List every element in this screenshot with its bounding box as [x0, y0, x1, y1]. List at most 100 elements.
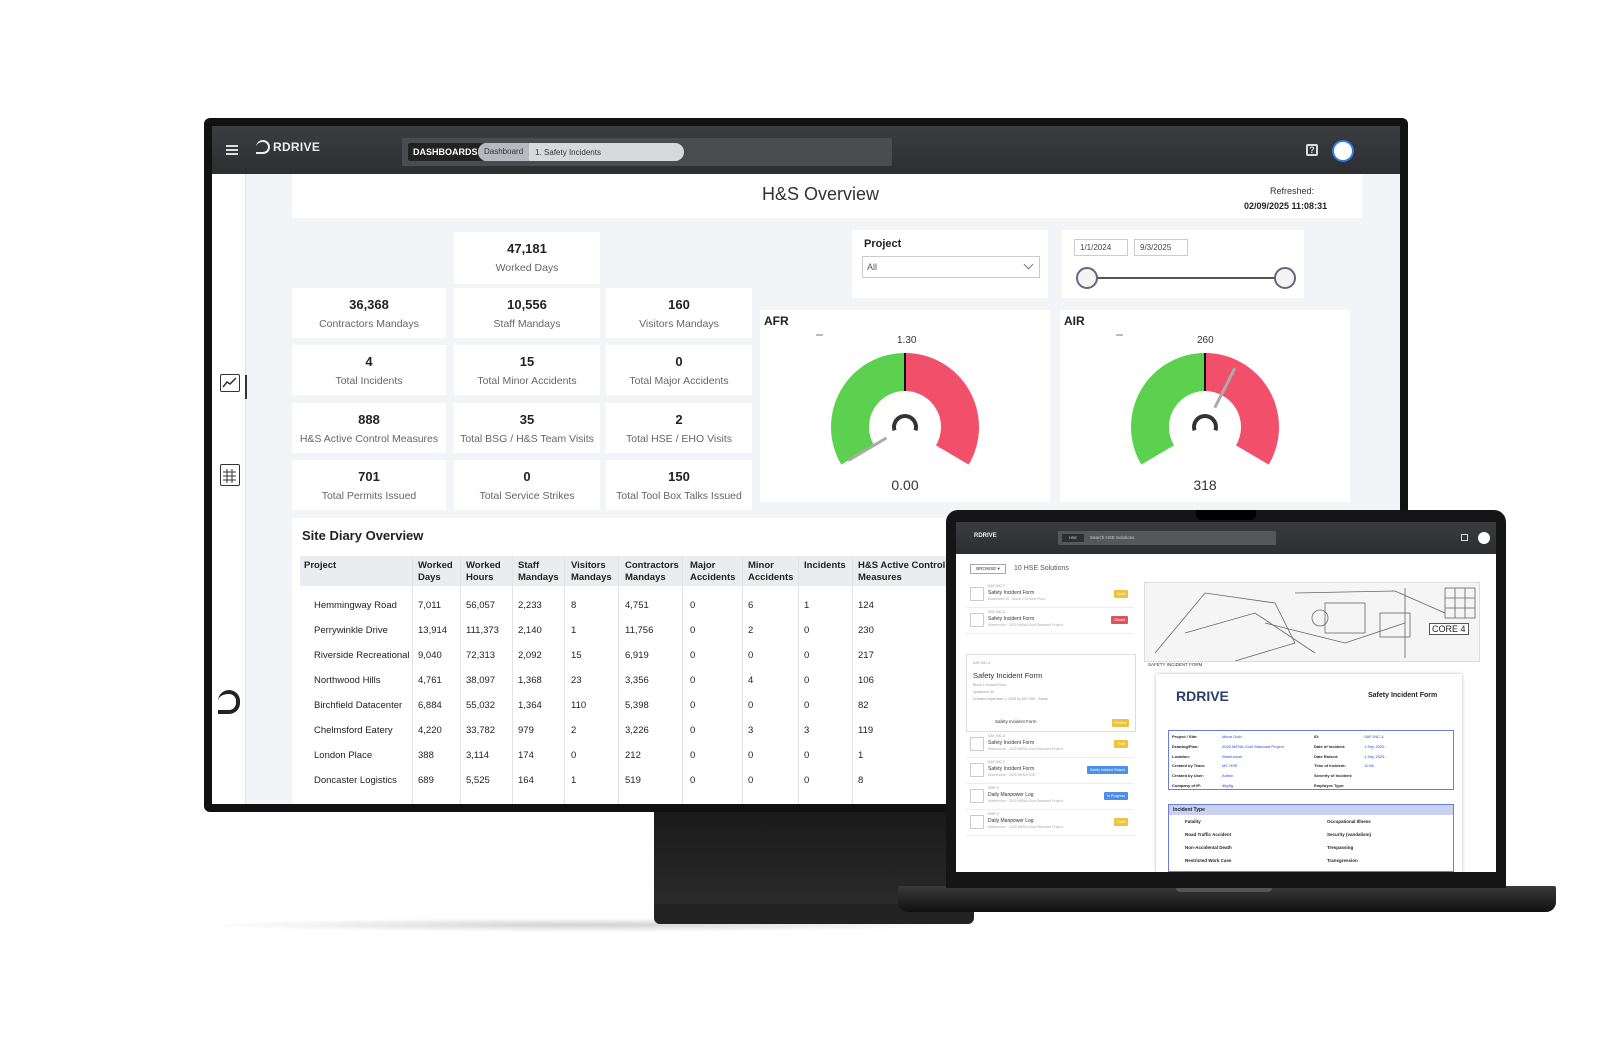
table-cell: 979: [518, 725, 534, 736]
incident-type-option[interactable]: Road Traffic Accident: [1185, 832, 1232, 837]
column-header[interactable]: Staff Mandays: [518, 560, 559, 583]
incident-type-option[interactable]: Security (vandalism): [1327, 832, 1372, 837]
table-row[interactable]: Chelmsford Eatery 4,220 33,782 979 2 3,226 0 3 3…: [300, 719, 970, 744]
breadcrumb-root[interactable]: Dashboard: [478, 143, 530, 161]
table-cell: 230: [858, 625, 874, 636]
column-header[interactable]: Minor Accidents: [748, 560, 794, 583]
table-cell: 164: [518, 775, 534, 786]
list-item[interactable]: SAF-INC-3 Safety Incident Form Warehouse ·…: [966, 732, 1134, 758]
menu-icon[interactable]: [226, 145, 238, 155]
table-cell: 8: [571, 600, 577, 611]
date-slider-end-handle[interactable]: [1274, 267, 1296, 289]
item-form-link[interactable]: Safety Incident Form: [995, 719, 1037, 724]
brand-logo[interactable]: RDRIVE: [256, 140, 320, 154]
table-cell: 4,220: [418, 725, 442, 736]
list-item[interactable]: SAF-INC-7 Safety Incident Form Apartment 5…: [966, 582, 1134, 608]
date-to-input[interactable]: 9/3/2025: [1134, 239, 1188, 256]
search-scope-tab[interactable]: HSE: [1062, 534, 1084, 542]
table-cell: Northwood Hills: [314, 675, 381, 686]
incident-type-option[interactable]: Non-Accidental Death: [1185, 845, 1232, 850]
selected-list-item[interactable]: SAF-INC-4 Safety Incident Form Block 2 G…: [966, 654, 1136, 732]
breadcrumb[interactable]: Dashboard 1. Safety Incidents: [478, 143, 684, 161]
form-details-table: Project / Site: Mena Gold Drawing/Plan: 202…: [1168, 730, 1454, 790]
date-slider-start-handle[interactable]: [1076, 267, 1098, 289]
kpi-card-toolbox-talks: 150 Total Tool Box Talks Issued: [606, 460, 752, 510]
list-item[interactable]: SAF-INC-2 Safety Incident Form Warehouse ·…: [966, 758, 1134, 784]
column-divider: [412, 556, 413, 804]
item-name: Daily Manpower Log: [988, 818, 1034, 824]
column-header[interactable]: Worked Hours: [466, 560, 501, 583]
date-from-input[interactable]: 1/1/2024: [1074, 239, 1128, 256]
kpi-label: Total Incidents: [335, 375, 403, 387]
solutions-count: 10 HSE Solutions: [1014, 565, 1069, 572]
search-input[interactable]: HSE Search HSE Solutions: [1058, 531, 1276, 545]
analytics-chart-icon[interactable]: [220, 374, 240, 392]
table-row[interactable]: Perrywinkle Drive 13,914 111,373 2,140 1 11,7…: [300, 619, 970, 644]
item-location: Block 2 Ground Floor: [973, 683, 1007, 687]
column-header[interactable]: Contractors Mandays: [625, 560, 679, 583]
drawing-tab[interactable]: SAFETY INCIDENT FORM: [1148, 662, 1203, 667]
table-row[interactable]: Birchfield Datacenter 6,884 55,032 1,364 110…: [300, 694, 970, 719]
air-gauge: 260 318: [1116, 334, 1279, 493]
form-field-label: Employee Type:: [1314, 783, 1345, 788]
table-cell: 13,914: [418, 625, 448, 636]
brand-name: RDRIVE: [273, 140, 321, 154]
kpi-value: 15: [519, 354, 535, 369]
user-avatar[interactable]: [1478, 532, 1490, 544]
help-icon[interactable]: [1461, 534, 1468, 541]
table-cell: Perrywinkle Drive: [314, 625, 388, 636]
incident-type-option[interactable]: Restricted Work Case: [1185, 858, 1232, 863]
table-row[interactable]: Northwood Hills 4,761 38,097 1,368 23 3,356 0 4…: [300, 669, 970, 694]
incident-type-option[interactable]: Fatality: [1185, 819, 1201, 824]
project-select[interactable]: All: [862, 256, 1040, 278]
scorecard-clipboard-icon[interactable]: [220, 464, 240, 486]
column-header[interactable]: Project: [304, 560, 337, 571]
breadcrumb-current[interactable]: 1. Safety Incidents: [535, 147, 601, 157]
gauge-target-label: 260: [1197, 335, 1214, 346]
item-id: SAF-INC-2: [988, 760, 1006, 764]
table-cell: 9,040: [418, 650, 442, 661]
user-avatar[interactable]: [1332, 140, 1354, 162]
item-name: Safety Incident Form: [973, 671, 1043, 680]
table-row[interactable]: Riverside Recreational 9,040 72,313 2,092 15…: [300, 644, 970, 669]
breadcrumb-bar: DASHBOARDS Dashboard 1. Safety Incidents: [402, 138, 892, 166]
floor-plan-drawing[interactable]: CORE 4: [1144, 582, 1480, 662]
dashboards-button[interactable]: DASHBOARDS: [408, 143, 483, 161]
sidebar-active-indicator: [245, 375, 247, 399]
item-id: SAF-INC-3: [988, 734, 1006, 738]
table-row[interactable]: Doncaster Logistics 689 5,525 164 1 519 0 0 0 8: [300, 769, 970, 794]
project-select-value: All: [867, 262, 878, 272]
list-item[interactable]: DMP-3 Daily Manpower Log Warehouse · 2025 …: [966, 810, 1134, 836]
column-header[interactable]: Incidents: [804, 560, 846, 571]
column-header[interactable]: Major Accidents: [690, 560, 736, 583]
help-icon[interactable]: ?: [1306, 144, 1318, 156]
incident-type-option[interactable]: Trespassing: [1327, 845, 1354, 850]
column-header[interactable]: H&S Active Control Measures: [858, 560, 946, 583]
table-cell: 82: [858, 700, 869, 711]
gauge-value-label: 318: [1193, 477, 1217, 493]
sidebar: [212, 174, 247, 804]
incident-type-option[interactable]: Transgression: [1327, 858, 1358, 863]
gauge-needle: [1213, 367, 1237, 409]
list-item[interactable]: SAF-INC-6 Safety Incident Form Warehouse ·…: [966, 608, 1134, 634]
table-cell: 0: [748, 750, 754, 761]
laptop-brand[interactable]: RDRIVE: [974, 533, 997, 539]
column-header[interactable]: Worked Days: [418, 560, 453, 583]
column-divider: [564, 556, 565, 804]
kpi-label: Total Major Accidents: [629, 375, 729, 387]
table-cell: 0: [804, 775, 810, 786]
kpi-value: 47,181: [507, 241, 547, 256]
column-header[interactable]: Visitors Mandays: [571, 560, 612, 583]
table-row[interactable]: London Place 388 3,114 174 0 212 0 0 0 1: [300, 744, 970, 769]
table-cell: 519: [625, 775, 641, 786]
table-cell: Hemmingway Road: [314, 600, 397, 611]
laptop-groove: [1176, 886, 1272, 892]
table-cell: 388: [418, 750, 434, 761]
incident-type-option[interactable]: Occupational Illness: [1327, 819, 1371, 824]
site-diary-table: Site Diary Overview Project Worked Days Wo…: [292, 518, 972, 804]
list-item[interactable]: DMP-4 Daily Manpower Log Warehouse · 2025 …: [966, 784, 1134, 810]
table-row[interactable]: Hemmingway Road 7,011 56,057 2,233 8 4,751 0 6 1…: [300, 594, 970, 619]
browse-button[interactable]: BROWSE ▾: [970, 564, 1006, 574]
item-id: SAF-INC-6: [988, 610, 1006, 614]
